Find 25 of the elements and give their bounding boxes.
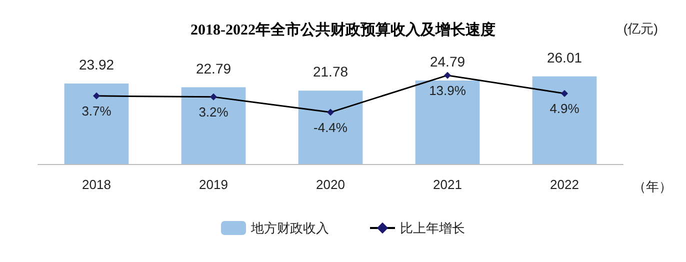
data-label: -4.4% xyxy=(314,120,348,135)
bar xyxy=(64,83,129,164)
legend-label: 比上年增长 xyxy=(400,220,465,236)
x-tick-label: 2019 xyxy=(199,177,228,192)
data-label: 13.9% xyxy=(429,82,466,98)
data-label: 26.01 xyxy=(546,49,582,66)
x-tick-label: 2021 xyxy=(433,177,462,192)
data-label: 4.9% xyxy=(550,101,580,116)
bar xyxy=(298,90,363,164)
data-label: 21.78 xyxy=(312,64,348,80)
data-label: 3.2% xyxy=(198,104,229,120)
data-label: 3.7% xyxy=(82,103,112,118)
text: (亿元) xyxy=(623,21,658,36)
data-label: 23.92 xyxy=(78,56,114,72)
text: （年） xyxy=(633,179,672,194)
legend-label: 地方财政收入 xyxy=(250,220,329,236)
x-tick-label: 2018 xyxy=(82,177,111,192)
bar xyxy=(532,76,597,164)
data-label: 24.79 xyxy=(430,54,466,70)
bar xyxy=(181,87,246,164)
bar xyxy=(415,80,480,164)
data-label: 22.79 xyxy=(196,60,232,76)
x-tick-label: 2022 xyxy=(550,177,579,192)
x-tick-label: 2020 xyxy=(316,177,345,192)
chart-title: 2018-2022年全市公共财政预算收入及增长速度 xyxy=(190,20,496,38)
